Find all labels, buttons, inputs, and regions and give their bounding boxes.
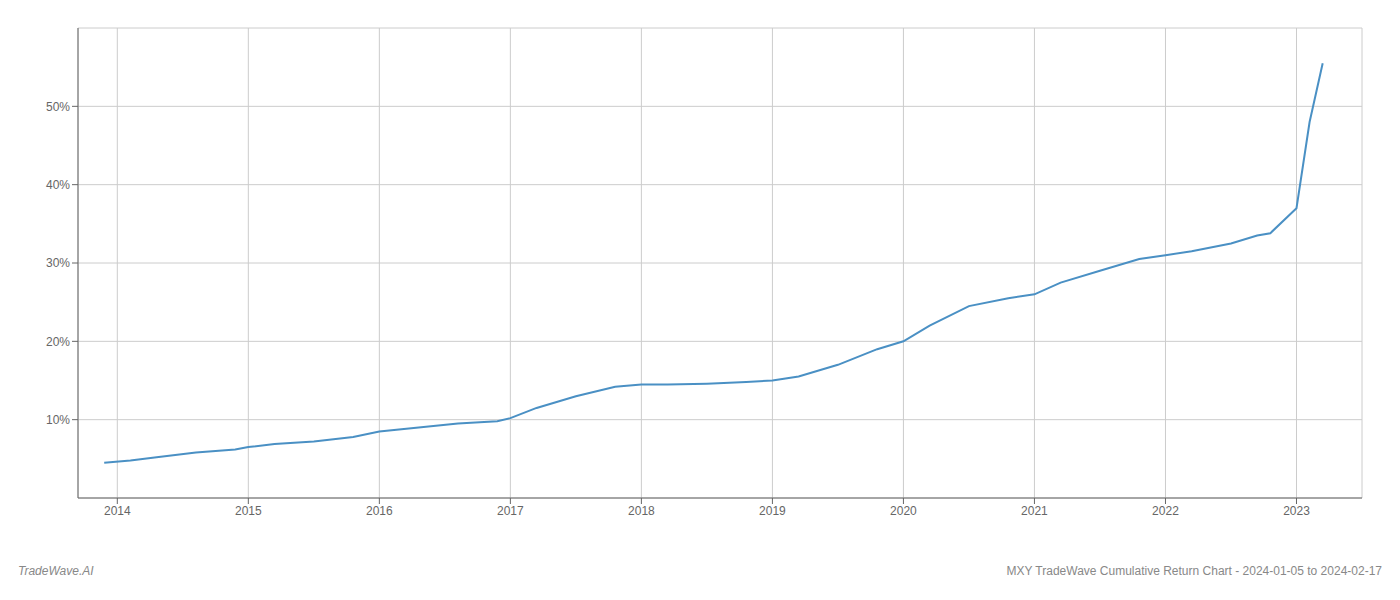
svg-text:2016: 2016 xyxy=(366,504,393,518)
html-text:MXY TradeWave Cumulative Retur: MXY TradeWave Cumulative Return Chart - … xyxy=(1006,564,1382,578)
svg-text:2015: 2015 xyxy=(235,504,262,518)
svg-text:10%: 10% xyxy=(46,413,70,427)
svg-text:50%: 50% xyxy=(46,100,70,114)
svg-text:2023: 2023 xyxy=(1283,504,1310,518)
html-text:TradeWave.AI: TradeWave.AI xyxy=(18,564,94,578)
svg-text:2021: 2021 xyxy=(1021,504,1048,518)
svg-text:2022: 2022 xyxy=(1152,504,1179,518)
svg-text:2014: 2014 xyxy=(104,504,131,518)
svg-text:2018: 2018 xyxy=(628,504,655,518)
svg-text:2019: 2019 xyxy=(759,504,786,518)
svg-text:40%: 40% xyxy=(46,178,70,192)
svg-text:2017: 2017 xyxy=(497,504,524,518)
svg-text:20%: 20% xyxy=(46,335,70,349)
svg-text:2020: 2020 xyxy=(890,504,917,518)
svg-text:30%: 30% xyxy=(46,256,70,270)
